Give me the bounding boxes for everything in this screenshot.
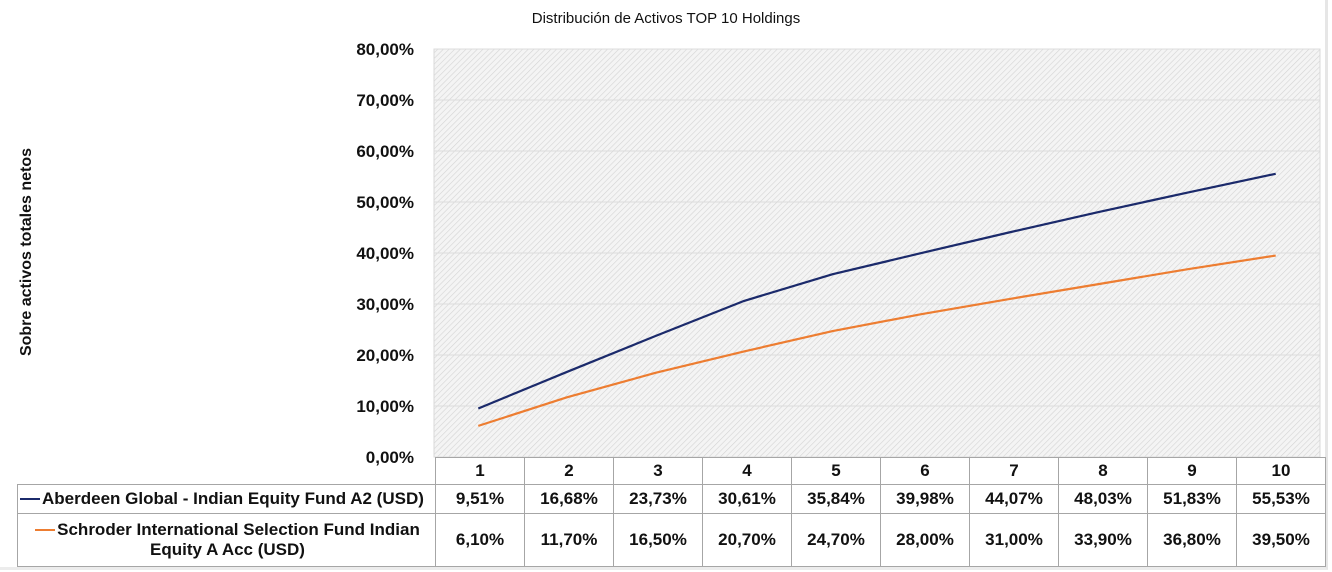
data-label: 23,73% (613, 484, 703, 514)
series-line-schroder (477, 254, 1276, 427)
data-label: 51,83% (1147, 484, 1237, 514)
data-label: 30,61% (702, 484, 792, 514)
data-label: 9,51% (435, 484, 525, 514)
y-tick-label: 10,00% (356, 397, 414, 416)
data-label: 39,50% (1236, 513, 1326, 567)
y-tick-label: 30,00% (356, 295, 414, 314)
y-tick-label: 40,00% (356, 244, 414, 263)
y-tick-label: 20,00% (356, 346, 414, 365)
data-label: 31,00% (969, 513, 1059, 567)
data-label: 20,70% (702, 513, 792, 567)
y-tick-label: 70,00% (356, 91, 414, 110)
x-tick-label: 10 (1236, 457, 1326, 485)
category-header-row: 1 2 3 4 5 6 7 8 9 10 (17, 457, 1326, 485)
data-label: 24,70% (791, 513, 881, 567)
series-row: Schroder International Selection Fund In… (17, 513, 1326, 567)
x-tick-label: 9 (1147, 457, 1237, 485)
series-row: Aberdeen Global - Indian Equity Fund A2 … (17, 484, 1326, 514)
data-label: 6,10% (435, 513, 525, 567)
data-label: 28,00% (880, 513, 970, 567)
data-label: 33,90% (1058, 513, 1148, 567)
data-label: 39,98% (880, 484, 970, 514)
x-tick-label: 8 (1058, 457, 1148, 485)
legend-entry-aberdeen: Aberdeen Global - Indian Equity Fund A2 … (17, 484, 436, 514)
x-tick-label: 6 (880, 457, 970, 485)
x-tick-label: 5 (791, 457, 881, 485)
legend-key-schroder (35, 528, 56, 531)
data-label: 16,50% (613, 513, 703, 567)
x-tick-label: 7 (969, 457, 1059, 485)
x-tick-label: 1 (435, 457, 525, 485)
y-tick-label: 80,00% (356, 40, 414, 59)
data-label: 36,80% (1147, 513, 1237, 567)
x-tick-label: 3 (613, 457, 703, 485)
x-tick-label: 2 (524, 457, 614, 485)
data-label: 11,70% (524, 513, 614, 567)
chart-title: Distribución de Activos TOP 10 Holdings (531, 10, 801, 27)
x-tick-label: 4 (702, 457, 792, 485)
legend-label-line1: Schroder International Selection Fund In… (57, 520, 420, 539)
data-label: 55,53% (1236, 484, 1326, 514)
series-line-aberdeen (477, 172, 1276, 410)
legend-label-line2: Equity A Acc (USD) (150, 540, 305, 559)
data-table: 1 2 3 4 5 6 7 8 9 10 Aberdeen Global - Indian Equ… (17, 457, 1326, 567)
table-corner (17, 457, 436, 485)
data-label: 16,68% (524, 484, 614, 514)
data-label: 48,03% (1058, 484, 1148, 514)
data-label: 44,07% (969, 484, 1059, 514)
y-tick-label: 50,00% (356, 193, 414, 212)
legend-entry-schroder: Schroder International Selection Fund In… (17, 513, 436, 567)
legend-label: Aberdeen Global - Indian Equity Fund A2 … (42, 489, 424, 508)
legend-key-aberdeen (20, 497, 40, 500)
y-tick-label: 60,00% (356, 142, 414, 161)
data-label: 35,84% (791, 484, 881, 514)
